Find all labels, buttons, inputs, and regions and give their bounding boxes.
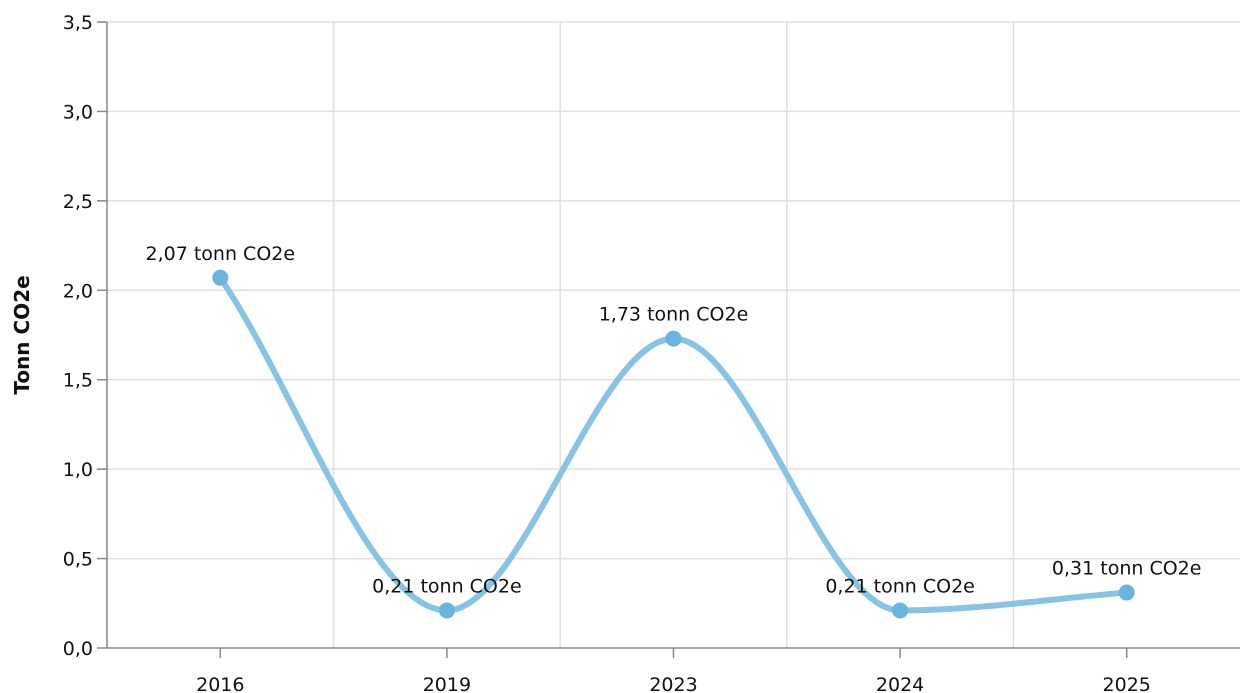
y-tick-label: 2,0 xyxy=(63,280,93,302)
x-tick-label: 2016 xyxy=(196,674,244,693)
series-line xyxy=(217,274,1130,614)
data-label: 0,31 tonn CO2e xyxy=(1052,558,1202,580)
x-tick-label: 2023 xyxy=(649,674,697,693)
grid xyxy=(107,21,1240,648)
y-tick-label: 1,5 xyxy=(63,370,93,392)
y-tick-label: 0,0 xyxy=(63,638,93,660)
data-point xyxy=(1118,584,1135,601)
data-label: 0,21 tonn CO2e xyxy=(825,575,975,597)
data-point xyxy=(438,602,455,619)
y-tick-label: 1,0 xyxy=(63,459,93,481)
data-point xyxy=(665,330,682,347)
y-tick-label: 2,5 xyxy=(63,191,93,213)
y-tick-label: 0,5 xyxy=(63,549,93,571)
x-axis-ticks: 2016 2019 2023 2024 2025 xyxy=(196,648,1151,693)
y-axis-ticks: 0,0 0,5 1,0 1,5 2,0 2,5 3,0 3,5 xyxy=(63,12,107,660)
data-point xyxy=(892,602,909,619)
data-point xyxy=(212,269,229,286)
y-tick-label: 3,5 xyxy=(63,12,93,34)
x-tick-label: 2019 xyxy=(423,674,471,693)
y-axis-title: Tonn CO2e xyxy=(10,275,34,394)
data-label: 1,73 tonn CO2e xyxy=(599,304,749,326)
data-label: 2,07 tonn CO2e xyxy=(146,243,296,265)
x-tick-label: 2025 xyxy=(1103,674,1151,693)
y-tick-label: 3,0 xyxy=(63,101,93,123)
data-label: 0,21 tonn CO2e xyxy=(372,575,522,597)
series-layer xyxy=(212,269,1135,619)
x-tick-label: 2024 xyxy=(876,674,924,693)
data-labels: 2,07 tonn CO2e 0,21 tonn CO2e 1,73 tonn CO… xyxy=(146,243,1202,598)
